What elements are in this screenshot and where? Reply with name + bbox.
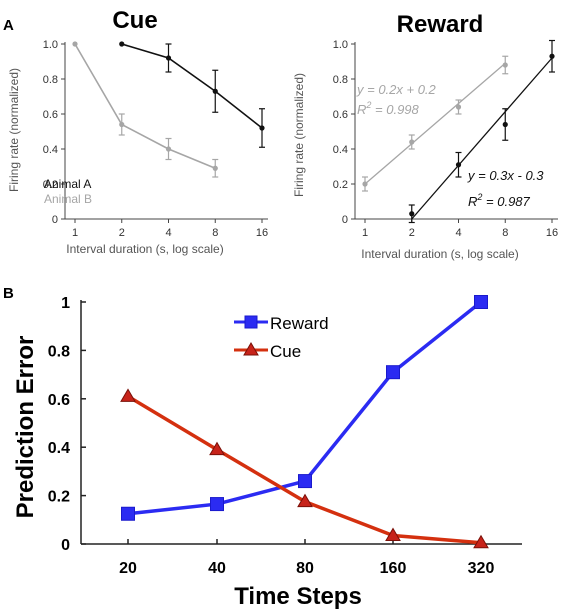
reward-data-point: [455, 162, 462, 168]
reward-fit-line-1: [411, 57, 553, 220]
reward-data-point: [409, 211, 415, 217]
reward-data-point: [502, 121, 508, 128]
cue-x-axis-label: Interval duration (s, log scale): [66, 242, 223, 256]
reward-x-tick-label: 4: [455, 227, 461, 239]
pe-x-tick-label: 160: [380, 560, 407, 577]
reward-x-tick-label: 8: [502, 227, 508, 239]
reward-x-tick-label: 2: [409, 227, 415, 239]
cue-data-point: [119, 121, 125, 128]
pe-y-tick-label: 0.4: [48, 440, 70, 457]
cue-x-tick-label: 2: [119, 227, 125, 239]
cue-data-point: [165, 55, 172, 61]
cue-data-point: [72, 41, 78, 47]
pe-legend-reward-label: Reward: [270, 314, 329, 333]
pe-reward-point: [386, 365, 400, 380]
reward-y-tick-label: 0.6: [333, 109, 348, 121]
pe-y-tick-label: 0.8: [48, 343, 70, 360]
cue-plot-area: [72, 41, 265, 178]
cue-y-tick-label: 0.8: [43, 74, 58, 86]
cue-data-point: [259, 125, 265, 131]
pe-series-line-cue: [127, 394, 482, 545]
pe-y-axis-label: Prediction Error: [12, 336, 39, 519]
pe-reward-point: [121, 506, 135, 521]
reward-x-tick-label: 16: [546, 227, 558, 239]
pe-x-axis-label: Time Steps: [234, 583, 362, 610]
cue-data-point: [165, 146, 172, 152]
pe-x-tick-label: 320: [468, 560, 495, 577]
pe-axes: 20 40 80 160 320 0 0.2 0.4 0.6 0.8 1: [48, 295, 522, 577]
pe-legend-cue-marker: [243, 342, 259, 356]
cue-x-tick-label: 16: [256, 227, 268, 239]
cue-y-tick-label: 0.2: [43, 179, 58, 191]
cue-chart: Cue Firing rate (normalized) Interval du…: [7, 7, 268, 256]
reward-y-tick-label: 0.8: [333, 74, 348, 86]
cue-legend-animal-b: Animal B: [44, 192, 92, 206]
reward-gray-fit-r2: R2 = 0.998: [357, 100, 420, 117]
reward-y-tick-label: 1.0: [333, 39, 348, 51]
cue-axes: 1 2 4 8 16 0 0.2 0.4 0.6 0.8 1.0: [43, 39, 268, 239]
cue-data-point: [212, 88, 218, 94]
reward-gray-fit-equation: y = 0.2x + 0.2: [356, 82, 437, 97]
reward-data-point: [455, 104, 462, 110]
cue-series-line-1: [74, 43, 216, 169]
cue-y-tick-label: 1.0: [43, 39, 58, 51]
pe-y-tick-label: 1: [61, 295, 70, 312]
reward-y-axis-label: Firing rate (normalized): [292, 73, 306, 197]
reward-black-fit-r2: R2 = 0.987: [468, 192, 531, 209]
pe-x-tick-label: 40: [208, 560, 226, 577]
pe-reward-point: [210, 497, 224, 512]
pe-y-tick-label: 0.6: [48, 392, 70, 409]
cue-data-point: [119, 41, 125, 47]
reward-plot-area: [362, 39, 555, 224]
pe-x-tick-label: 20: [119, 560, 137, 577]
pe-cue-point: [209, 441, 225, 456]
pe-reward-point: [298, 474, 312, 489]
pe-reward-point: [474, 295, 488, 309]
cue-series-line-0: [121, 43, 263, 129]
reward-fit-line-0: [364, 62, 506, 185]
reward-axes: 1 2 4 8 16 0 0.2 0.4 0.6 0.8 1.0: [333, 39, 558, 239]
reward-chart: Reward Firing rate (normalized) Interval…: [292, 11, 558, 261]
cue-y-tick-label: 0: [52, 214, 58, 226]
pe-cue-point: [297, 493, 313, 508]
cue-data-point: [212, 165, 218, 171]
pe-cue-point: [120, 388, 136, 402]
cue-x-tick-label: 1: [72, 227, 78, 239]
prediction-error-chart: Prediction Error Time Steps 20 40 80 160 320…: [12, 295, 522, 610]
pe-cue-point: [385, 527, 401, 542]
cue-chart-title: Cue: [112, 7, 157, 34]
pe-legend-cue-label: Cue: [270, 342, 301, 361]
cue-x-tick-label: 4: [165, 227, 171, 239]
reward-x-tick-label: 1: [362, 227, 368, 239]
pe-plot-area: [120, 295, 489, 549]
cue-y-axis-label: Firing rate (normalized): [7, 68, 21, 192]
reward-y-tick-label: 0.2: [333, 179, 348, 191]
reward-y-tick-label: 0: [342, 214, 348, 226]
cue-y-tick-label: 0.6: [43, 109, 58, 121]
reward-y-tick-label: 0.4: [333, 144, 348, 156]
reward-black-fit-equation: y = 0.3x - 0.3: [467, 168, 544, 183]
cue-y-tick-label: 0.4: [43, 144, 58, 156]
panel-label-b: B: [3, 285, 14, 302]
cue-x-tick-label: 8: [212, 227, 218, 239]
pe-y-tick-label: 0: [61, 537, 70, 554]
reward-data-point: [362, 181, 368, 187]
reward-chart-title: Reward: [397, 11, 484, 38]
pe-legend: Reward Cue: [234, 314, 329, 361]
reward-data-point: [409, 139, 415, 145]
pe-legend-reward-marker: [244, 315, 258, 329]
reward-data-point: [549, 53, 555, 59]
pe-cue-point: [473, 534, 489, 549]
pe-x-tick-label: 80: [296, 560, 314, 577]
reward-data-point: [502, 62, 508, 68]
pe-y-tick-label: 0.2: [48, 489, 70, 506]
reward-x-axis-label: Interval duration (s, log scale): [361, 247, 518, 261]
panel-label-a: A: [3, 17, 14, 34]
cue-legend-animal-a: Animal A: [44, 177, 91, 191]
